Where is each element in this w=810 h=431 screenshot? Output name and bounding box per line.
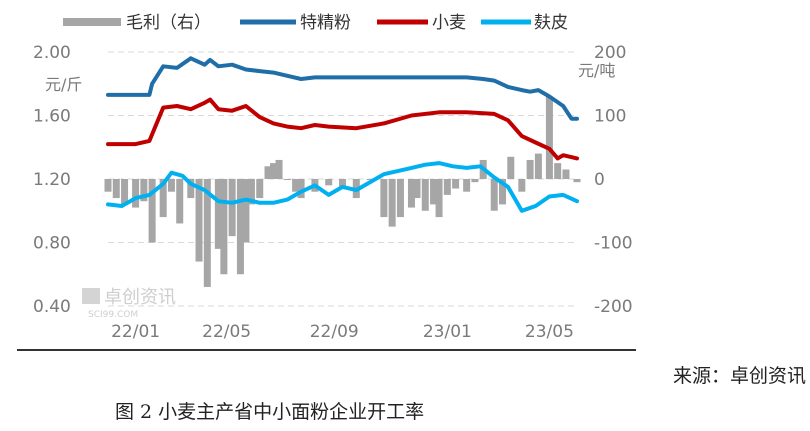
profit-bar <box>573 179 581 183</box>
profit-bar <box>167 179 175 192</box>
x-tick-label: 23/05 <box>525 322 574 342</box>
left-axis-unit: 元/斤 <box>45 75 82 94</box>
profit-bar <box>518 179 526 192</box>
profit-bar <box>435 179 443 218</box>
profit-bar <box>534 153 542 179</box>
watermark-logo-icon <box>82 288 100 304</box>
profit-bar <box>297 179 305 199</box>
profit-bar <box>236 179 244 275</box>
profit-bar <box>247 179 255 205</box>
profit-bar <box>407 179 415 208</box>
chart: 卓创资讯 SCI99.COM 2.00 1.60 1.20 0.80 0.40 200 1… <box>17 13 636 351</box>
series-lines <box>106 56 579 213</box>
profit-bar <box>366 179 374 180</box>
profit-bar <box>471 179 479 183</box>
legend: 毛利（右） 特精粉 小麦 麸皮 <box>63 13 568 33</box>
profit-bar <box>214 179 222 249</box>
profit-bar <box>112 179 120 199</box>
profit-bar <box>380 179 388 218</box>
right-tick-label: 200 <box>594 43 626 63</box>
x-tick-label: 23/01 <box>423 322 472 342</box>
left-tick-label: 1.20 <box>33 170 71 190</box>
left-tick-label: 0.40 <box>33 297 71 317</box>
right-tick-labels: 200 100 0 -100 -200 <box>594 43 633 317</box>
profit-bar <box>159 179 167 218</box>
profit-bar <box>452 179 460 189</box>
profit-bar <box>283 179 291 180</box>
profit-bar <box>228 179 236 237</box>
left-tick-label: 1.60 <box>33 107 71 127</box>
legend-label-wheat: 小麦 <box>432 13 466 33</box>
profit-bar <box>195 179 203 262</box>
left-tick-label: 0.80 <box>33 234 71 254</box>
profit-bar <box>187 179 195 199</box>
right-tick-label: -200 <box>594 297 633 317</box>
profit-bar <box>256 179 264 199</box>
profit-bar <box>176 179 184 224</box>
left-tick-labels: 2.00 1.60 1.20 0.80 0.40 <box>33 43 71 317</box>
right-axis-unit: 元/吨 <box>578 61 615 80</box>
profit-bar <box>388 179 396 227</box>
profit-bar <box>526 159 534 179</box>
legend-label-bran: 麸皮 <box>534 13 568 33</box>
profit-bar <box>132 179 140 208</box>
legend-label-profit: 毛利（右） <box>126 13 211 33</box>
right-tick-label: -100 <box>594 234 633 254</box>
profit-bar <box>292 179 300 192</box>
series-line-麸皮 <box>106 161 579 213</box>
profit-bar <box>490 179 498 211</box>
profit-bar <box>203 179 211 287</box>
profit-bar <box>148 179 156 243</box>
profit-bar <box>463 179 471 192</box>
legend-label-flour: 特精粉 <box>300 13 351 33</box>
profit-bar <box>396 179 404 218</box>
profit-bar <box>562 169 570 179</box>
profit-bar <box>554 163 562 179</box>
profit-bar <box>275 159 283 179</box>
x-tick-labels: 22/01 22/05 22/09 23/01 23/05 <box>111 322 574 342</box>
series-line-特精粉 <box>106 56 579 121</box>
series-line-小麦 <box>106 97 579 161</box>
profit-bar <box>430 179 438 205</box>
profit-bar <box>545 96 553 179</box>
profit-bar <box>270 163 278 179</box>
left-tick-label: 2.00 <box>33 43 71 63</box>
watermark-site: SCI99.COM <box>88 310 138 320</box>
profit-bar <box>140 179 148 202</box>
profit-bar <box>121 179 129 205</box>
legend-swatch-profit <box>63 18 121 26</box>
figure-caption: 图 2 小麦主产省中小面粉企业开工率 <box>115 401 425 423</box>
x-tick-label: 22/01 <box>111 322 160 342</box>
profit-bar <box>443 179 451 195</box>
profit-bar <box>220 179 228 275</box>
profit-bar <box>339 179 346 189</box>
profit-bar <box>421 179 429 211</box>
watermark-brand: 卓创资讯 <box>104 287 176 308</box>
right-tick-label: 0 <box>594 170 605 190</box>
watermark: 卓创资讯 SCI99.COM <box>82 287 176 320</box>
source-note: 来源：卓创资讯 <box>672 365 806 387</box>
profit-bar <box>264 166 272 179</box>
x-tick-label: 22/09 <box>310 322 359 342</box>
profit-bar <box>104 179 112 192</box>
profit-bar <box>242 179 250 243</box>
x-tick-label: 22/05 <box>202 322 251 342</box>
profit-bar <box>413 179 421 199</box>
profit-bar <box>499 179 507 205</box>
profit-bar <box>325 179 333 186</box>
profit-bar <box>507 156 515 179</box>
right-tick-label: 100 <box>594 107 626 127</box>
